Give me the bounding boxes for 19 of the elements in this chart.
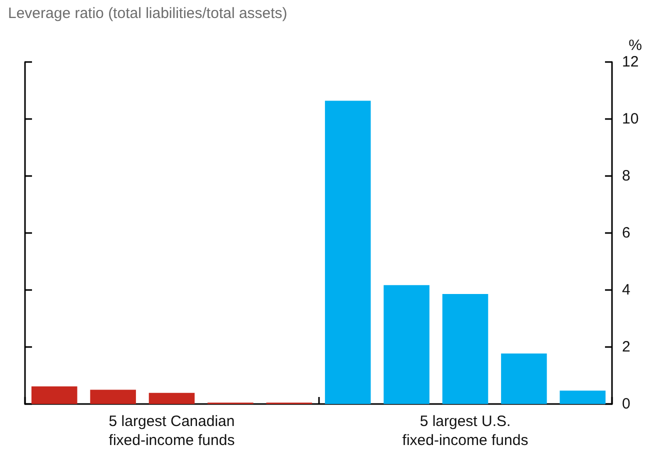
bar <box>501 354 547 404</box>
text: 5 largest Canadian fixed-income funds <box>108 413 235 449</box>
y-tick-label: 2 <box>622 338 630 356</box>
text: 5 largest U.S. fixed-income funds <box>402 413 528 449</box>
y-tick-label: 0 <box>622 396 630 412</box>
bar <box>560 390 606 404</box>
y-tick-label: 6 <box>622 224 630 242</box>
y-tick-label: 12 <box>622 54 639 70</box>
bar <box>384 285 430 404</box>
y-tick-label: 8 <box>622 168 630 184</box>
y-tick-label: 10 <box>622 110 639 128</box>
bar <box>31 386 78 404</box>
bar <box>442 294 488 404</box>
chart-title: Leverage ratio (total liabilities/total assets) <box>8 5 288 22</box>
y-axis-title: % <box>628 37 642 54</box>
bar <box>148 392 195 404</box>
bar <box>324 100 371 404</box>
y-tick-label: 4 <box>622 282 630 298</box>
bar <box>90 390 136 404</box>
